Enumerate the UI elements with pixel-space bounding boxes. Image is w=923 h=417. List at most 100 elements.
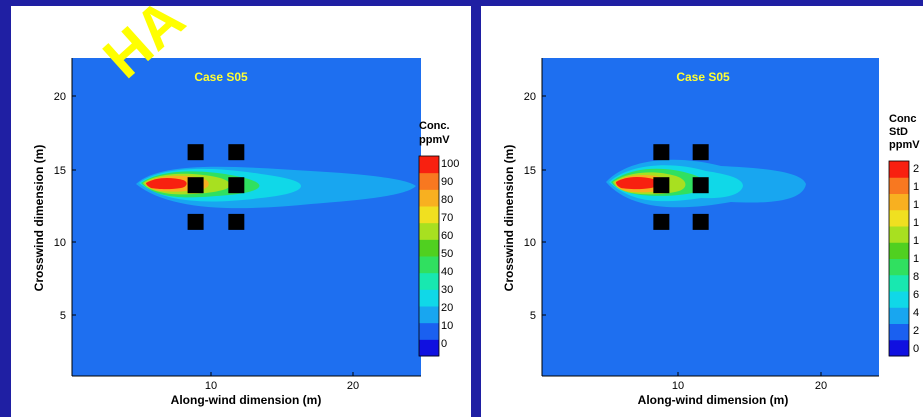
- x-axis-label: Along-wind dimension (m): [638, 393, 789, 407]
- obstacle-block: [692, 177, 709, 194]
- colorbar-swatch: [419, 222, 439, 240]
- colorbar-swatch: [889, 323, 909, 341]
- plume-level-20: [616, 177, 657, 190]
- left-chart-panel: Case S05 20 15 10 5 Crosswind dimension …: [11, 6, 471, 417]
- colorbar-label: 4: [913, 307, 919, 319]
- colorbar-title: ppmV: [419, 134, 450, 146]
- colorbar-swatch: [419, 239, 439, 257]
- y-tick-label: 5: [530, 310, 536, 322]
- colorbar-labels: 100 90 80 70 60 50 40 30 20 10 0: [441, 158, 459, 350]
- colorbar-label: 1: [913, 217, 919, 229]
- colorbar-swatch: [419, 256, 439, 274]
- colorbar-title: Conc.: [419, 120, 450, 132]
- obstacle-block: [187, 144, 204, 161]
- y-tick-label: 20: [524, 91, 536, 103]
- colorbar-swatch: [889, 209, 909, 227]
- right-chart-panel: Case S05 20 15 10 5 Crosswind dimension …: [481, 6, 923, 417]
- colorbar-label: 100: [441, 158, 459, 170]
- y-tick-label: 5: [60, 310, 66, 322]
- colorbar-label: 90: [441, 176, 453, 188]
- colorbar-swatch: [419, 272, 439, 290]
- y-axis-label: Crosswind dimension (m): [502, 145, 516, 292]
- left-chart: Case S05 20 15 10 5 Crosswind dimension …: [32, 6, 459, 407]
- obstacle-block: [653, 144, 670, 161]
- colorbar-swatch: [889, 193, 909, 211]
- y-tick-label: 15: [524, 165, 536, 177]
- colorbar-swatch: [889, 307, 909, 324]
- x-tick-label: 10: [205, 380, 217, 392]
- colorbar-label: 50: [441, 248, 453, 260]
- colorbar-label: 0: [441, 338, 447, 350]
- y-tick-label: 15: [54, 165, 66, 177]
- colorbar-swatch: [889, 226, 909, 243]
- colorbar-label: 1: [913, 181, 919, 193]
- y-tick-label: 20: [54, 91, 66, 103]
- obstacle-block: [653, 213, 670, 230]
- colorbar-label: 8: [913, 271, 919, 283]
- colorbar-swatch: [419, 339, 439, 357]
- colorbar-label: 0: [913, 343, 919, 355]
- colorbar-label: 60: [441, 230, 453, 242]
- obstacle-block: [187, 177, 204, 194]
- obstacle-block: [228, 177, 245, 194]
- plot-background: [542, 58, 879, 376]
- colorbar-title: ppmV: [889, 139, 920, 151]
- colorbar-swatch: [889, 161, 909, 178]
- x-tick-label: 20: [347, 380, 359, 392]
- y-axis: 20 15 10 5 Crosswind dimension (m): [502, 58, 546, 376]
- colorbar-label: 40: [441, 266, 453, 278]
- colorbar-swatch: [889, 258, 909, 276]
- colorbar-label: 1: [913, 199, 919, 211]
- right-chart: Case S05 20 15 10 5 Crosswind dimension …: [502, 58, 920, 407]
- x-tick-label: 10: [672, 380, 684, 392]
- colorbar-frame: [888, 160, 910, 357]
- plume-level-100: [146, 178, 187, 190]
- colorbar-swatch: [889, 177, 909, 194]
- obstacle-block: [228, 213, 245, 230]
- obstacles: [653, 144, 709, 230]
- obstacle-block: [692, 213, 709, 230]
- colorbar-swatch: [419, 306, 439, 324]
- x-axis-label: Along-wind dimension (m): [171, 393, 322, 407]
- colorbar-swatch: [419, 156, 439, 174]
- colorbar-swatch: [889, 274, 909, 292]
- colorbar-frame: [418, 155, 440, 357]
- y-axis: 20 15 10 5 Crosswind dimension (m): [32, 58, 76, 376]
- colorbar-label: 6: [913, 289, 919, 301]
- y-axis-label: Crosswind dimension (m): [32, 145, 46, 292]
- colorbar-swatch: [419, 189, 439, 207]
- obstacles: [187, 144, 245, 230]
- colorbar-labels: 2 1 1 1 1 1 8 6 4 2 0: [913, 163, 919, 355]
- colorbar-title: StD: [889, 126, 908, 138]
- colorbar-swatch: [889, 242, 909, 259]
- colorbar-label: 70: [441, 212, 453, 224]
- y-tick-label: 10: [524, 237, 536, 249]
- colorbar-title: Conc: [889, 113, 917, 125]
- case-label: Case S05: [676, 70, 730, 84]
- colorbar-label: 2: [913, 325, 919, 337]
- y-tick-label: 10: [54, 237, 66, 249]
- colorbar-swatch: [419, 289, 439, 307]
- x-axis: 10 20 Along-wind dimension (m): [72, 372, 421, 407]
- obstacle-block: [228, 144, 245, 161]
- x-tick-label: 20: [815, 380, 827, 392]
- colorbar-label: 1: [913, 235, 919, 247]
- colorbar-label: 1: [913, 253, 919, 265]
- colorbar: Conc StD ppmV 2 1 1 1 1 1 8 6 4 2 0: [888, 113, 920, 357]
- colorbar-swatch: [889, 339, 909, 357]
- colorbar-swatch: [419, 206, 439, 224]
- colorbar-swatch: [419, 172, 439, 190]
- colorbar: Conc. ppmV 100 90 80 70 60 50 40 30 20 1…: [418, 120, 459, 357]
- colorbar-swatch: [419, 322, 439, 340]
- plume-contours: [136, 166, 416, 209]
- colorbar-label: 10: [441, 320, 453, 332]
- obstacle-block: [653, 177, 670, 194]
- colorbar-label: 30: [441, 284, 453, 296]
- colorbar-swatch: [889, 291, 909, 308]
- colorbar-swatches: [418, 155, 440, 357]
- plot-background: [72, 58, 421, 376]
- obstacle-block: [692, 144, 709, 161]
- case-label: Case S05: [194, 70, 248, 84]
- obstacle-block: [187, 213, 204, 230]
- colorbar-swatches: [888, 160, 910, 357]
